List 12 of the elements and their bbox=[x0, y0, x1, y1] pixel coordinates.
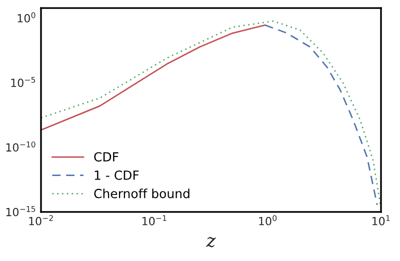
y-tick-label: 10$^{−15}$ bbox=[6, 206, 36, 216]
y-tick-label: 10$^{0}$ bbox=[18, 12, 36, 22]
legend-label: 1 - CDF bbox=[94, 170, 139, 180]
y-tick-label: 10$^{−10}$ bbox=[6, 141, 36, 152]
x-tick-label: 10$^{1}$ bbox=[372, 215, 390, 226]
y-tick-label: 10$^{−5}$ bbox=[11, 76, 36, 88]
x-tick-label: 10$^{0}$ bbox=[259, 215, 277, 226]
x-tick-label: 10$^{−2}$ bbox=[29, 215, 53, 226]
x-axis-title: z bbox=[206, 236, 216, 248]
legend-label: CDF bbox=[94, 152, 118, 162]
legend-label: Chernoff bound bbox=[94, 188, 190, 198]
x-tick-label: 10$^{−1}$ bbox=[142, 215, 166, 226]
